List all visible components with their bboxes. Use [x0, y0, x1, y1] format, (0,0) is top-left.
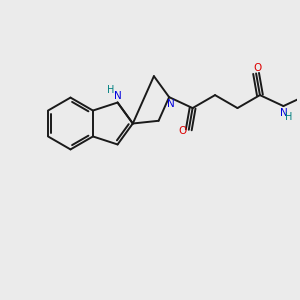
Text: N: N [114, 91, 122, 101]
Text: H: H [106, 85, 114, 95]
Text: O: O [254, 63, 262, 73]
Text: H: H [285, 112, 292, 122]
Text: N: N [167, 99, 175, 109]
Text: O: O [178, 126, 186, 136]
Text: N: N [280, 107, 287, 118]
